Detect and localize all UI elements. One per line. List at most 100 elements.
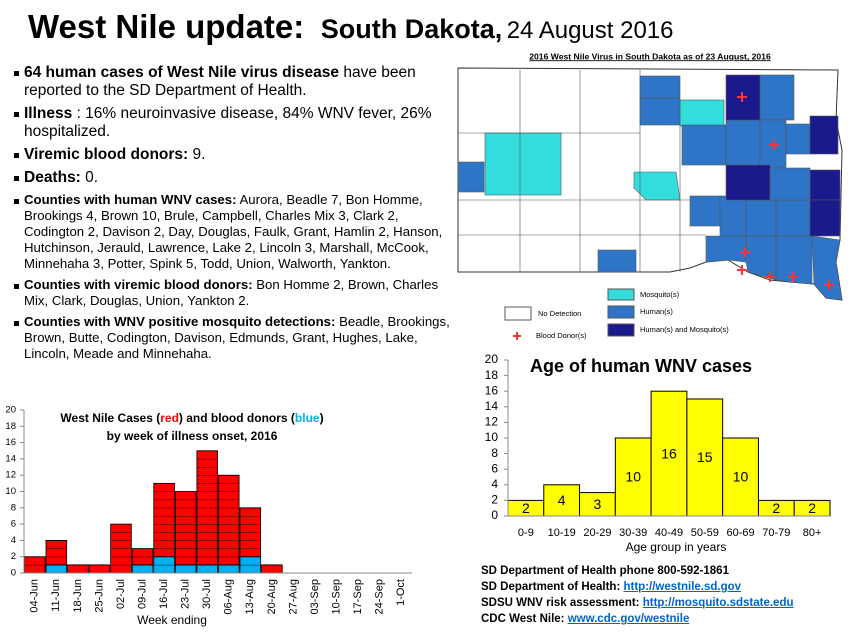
contact-label: SDSU WNV risk assessment: <box>481 597 640 609</box>
bar-segment <box>153 482 175 558</box>
bar-value-label: 2 <box>808 500 816 516</box>
slide-date: 24 August 2016 <box>506 17 674 44</box>
bullet: Counties with viremic blood donors: Bon … <box>14 277 462 309</box>
bar-value-label: 10 <box>733 469 749 485</box>
x-tick-label: 50-59 <box>691 527 719 539</box>
bar-segment <box>174 564 197 574</box>
y-tick-label: 0 <box>491 508 498 522</box>
bar-segment <box>218 564 240 574</box>
x-tick-label: 16-Jul <box>158 579 170 609</box>
county-mosquito <box>679 99 725 127</box>
header: West Nile update: South Dakota, 24 Augus… <box>28 8 674 46</box>
contact-link[interactable]: http://westnile.sd.gov <box>623 581 742 593</box>
y-tick-label: 18 <box>5 421 16 432</box>
contact-label: SD Department of Health phone 800-592-18… <box>481 565 729 577</box>
bullet-label: Counties with WNV positive mosquito dete… <box>24 314 336 329</box>
legend-swatch <box>513 332 521 340</box>
bullet-label: Counties with viremic blood donors: <box>24 277 253 292</box>
county-human <box>785 123 811 155</box>
x-tick-label: 03-Sep <box>309 579 321 614</box>
donor-markers <box>737 92 834 290</box>
bar-value-label: 2 <box>772 500 780 516</box>
bar-segment <box>239 556 262 574</box>
contact-line: SD Department of Health: http://westnile… <box>481 579 794 595</box>
slide-title: West Nile update: <box>28 8 305 45</box>
map: 2016 West Nile Virus in South Dakota as … <box>457 51 843 340</box>
x-tick-label: 18-Jun <box>72 579 84 613</box>
contact-label: SD Department of Health: <box>481 581 621 593</box>
y-tick-label: 10 <box>485 430 499 444</box>
x-tick-label: 11-Jun <box>50 579 62 612</box>
contact-line: CDC West Nile: www.cdc.gov/westnile <box>481 611 794 627</box>
legend-swatch <box>607 305 635 319</box>
y-tick-label: 0 <box>11 568 16 579</box>
y-tick-label: 14 <box>5 453 16 464</box>
bar-value-label: 15 <box>697 449 713 465</box>
title-part: ) <box>320 411 324 425</box>
contact-link[interactable]: http://mosquito.sdstate.edu <box>642 597 794 609</box>
county-human <box>811 235 843 301</box>
bullet-text: Bon Homme 2, Brown, Charles Mix, Clark, … <box>24 277 439 308</box>
x-tick-label: 10-19 <box>548 527 576 539</box>
x-tick-label: 27-Aug <box>287 579 299 614</box>
chart-title: West Nile Cases (red) and blood donors (… <box>60 411 323 425</box>
bullet: Counties with human WNV cases: Aurora, B… <box>14 192 462 272</box>
y-tick-label: 2 <box>11 551 16 562</box>
contact-line: SD Department of Health phone 800-592-18… <box>481 563 794 579</box>
title-part: red <box>160 411 179 425</box>
map-title: 2016 West Nile Virus in South Dakota as … <box>529 51 771 61</box>
bullet-list: 64 human cases of West Nile virus diseas… <box>14 64 462 367</box>
x-tick-label: 1-Oct <box>395 579 407 606</box>
y-tick-label: 6 <box>491 461 498 475</box>
bullet: Viremic blood donors: 9. <box>14 146 462 164</box>
y-tick-label: 18 <box>485 368 499 382</box>
legend-swatch <box>607 323 635 337</box>
bar-segment <box>174 491 197 566</box>
bar-segment <box>67 564 89 574</box>
bar-segment <box>153 556 175 574</box>
county-both <box>725 164 771 201</box>
county-human <box>719 195 747 237</box>
x-tick-label: 17-Sep <box>352 579 364 614</box>
donor-cross <box>737 92 834 290</box>
x-tick-label: 30-Jul <box>201 579 213 609</box>
legend-swatch <box>607 288 635 301</box>
county-mosquito <box>484 132 562 196</box>
bar-value-label: 16 <box>661 445 677 461</box>
county-human <box>745 235 777 281</box>
bullet-text: Beadle, Brookings, Brown, Butte, Codingt… <box>24 314 450 361</box>
bullet-text: have been reported to the SD Department … <box>24 64 416 99</box>
counties <box>457 70 843 301</box>
y-tick-label: 2 <box>491 493 498 507</box>
x-tick-label: 30-39 <box>619 527 647 539</box>
x-tick-label: 24-Sep <box>374 579 386 614</box>
x-tick-label: 04-Jun <box>29 579 41 613</box>
y-tick-label: 4 <box>11 535 16 546</box>
x-tick-label: 10-Sep <box>330 579 342 614</box>
bullet: Deaths: 0. <box>14 169 462 187</box>
y-tick-label: 8 <box>491 446 498 460</box>
county-human <box>725 119 761 166</box>
bullet: Illness : 16% neuroinvasive disease, 84%… <box>14 105 462 141</box>
chart-subtitle: by week of illness onset, 2016 <box>107 429 278 443</box>
y-tick-label: 20 <box>5 405 16 416</box>
county-human <box>775 235 813 285</box>
y-tick-label: 4 <box>491 477 498 491</box>
bar-segment <box>196 450 218 566</box>
bar-segment <box>131 548 154 566</box>
y-tick-label: 16 <box>485 383 499 397</box>
x-tick-label: 13-Aug <box>244 579 256 614</box>
contact-line: SDSU WNV risk assessment: http://mosquit… <box>481 595 794 611</box>
bullet-text: 0. <box>85 169 99 186</box>
bar-segment <box>261 564 283 574</box>
x-tick-label: 23-Jul <box>180 579 192 609</box>
bar-segment <box>196 564 218 574</box>
bullet: Counties with WNV positive mosquito dete… <box>14 314 462 362</box>
x-tick-label: 40-49 <box>655 527 683 539</box>
chart-title: Age of human WNV cases <box>530 356 752 376</box>
legend-swatch <box>504 306 532 321</box>
contact-link[interactable]: www.cdc.gov/westnile <box>567 613 690 625</box>
bar-value-label: 2 <box>522 500 530 516</box>
title-part: blue <box>295 411 320 425</box>
